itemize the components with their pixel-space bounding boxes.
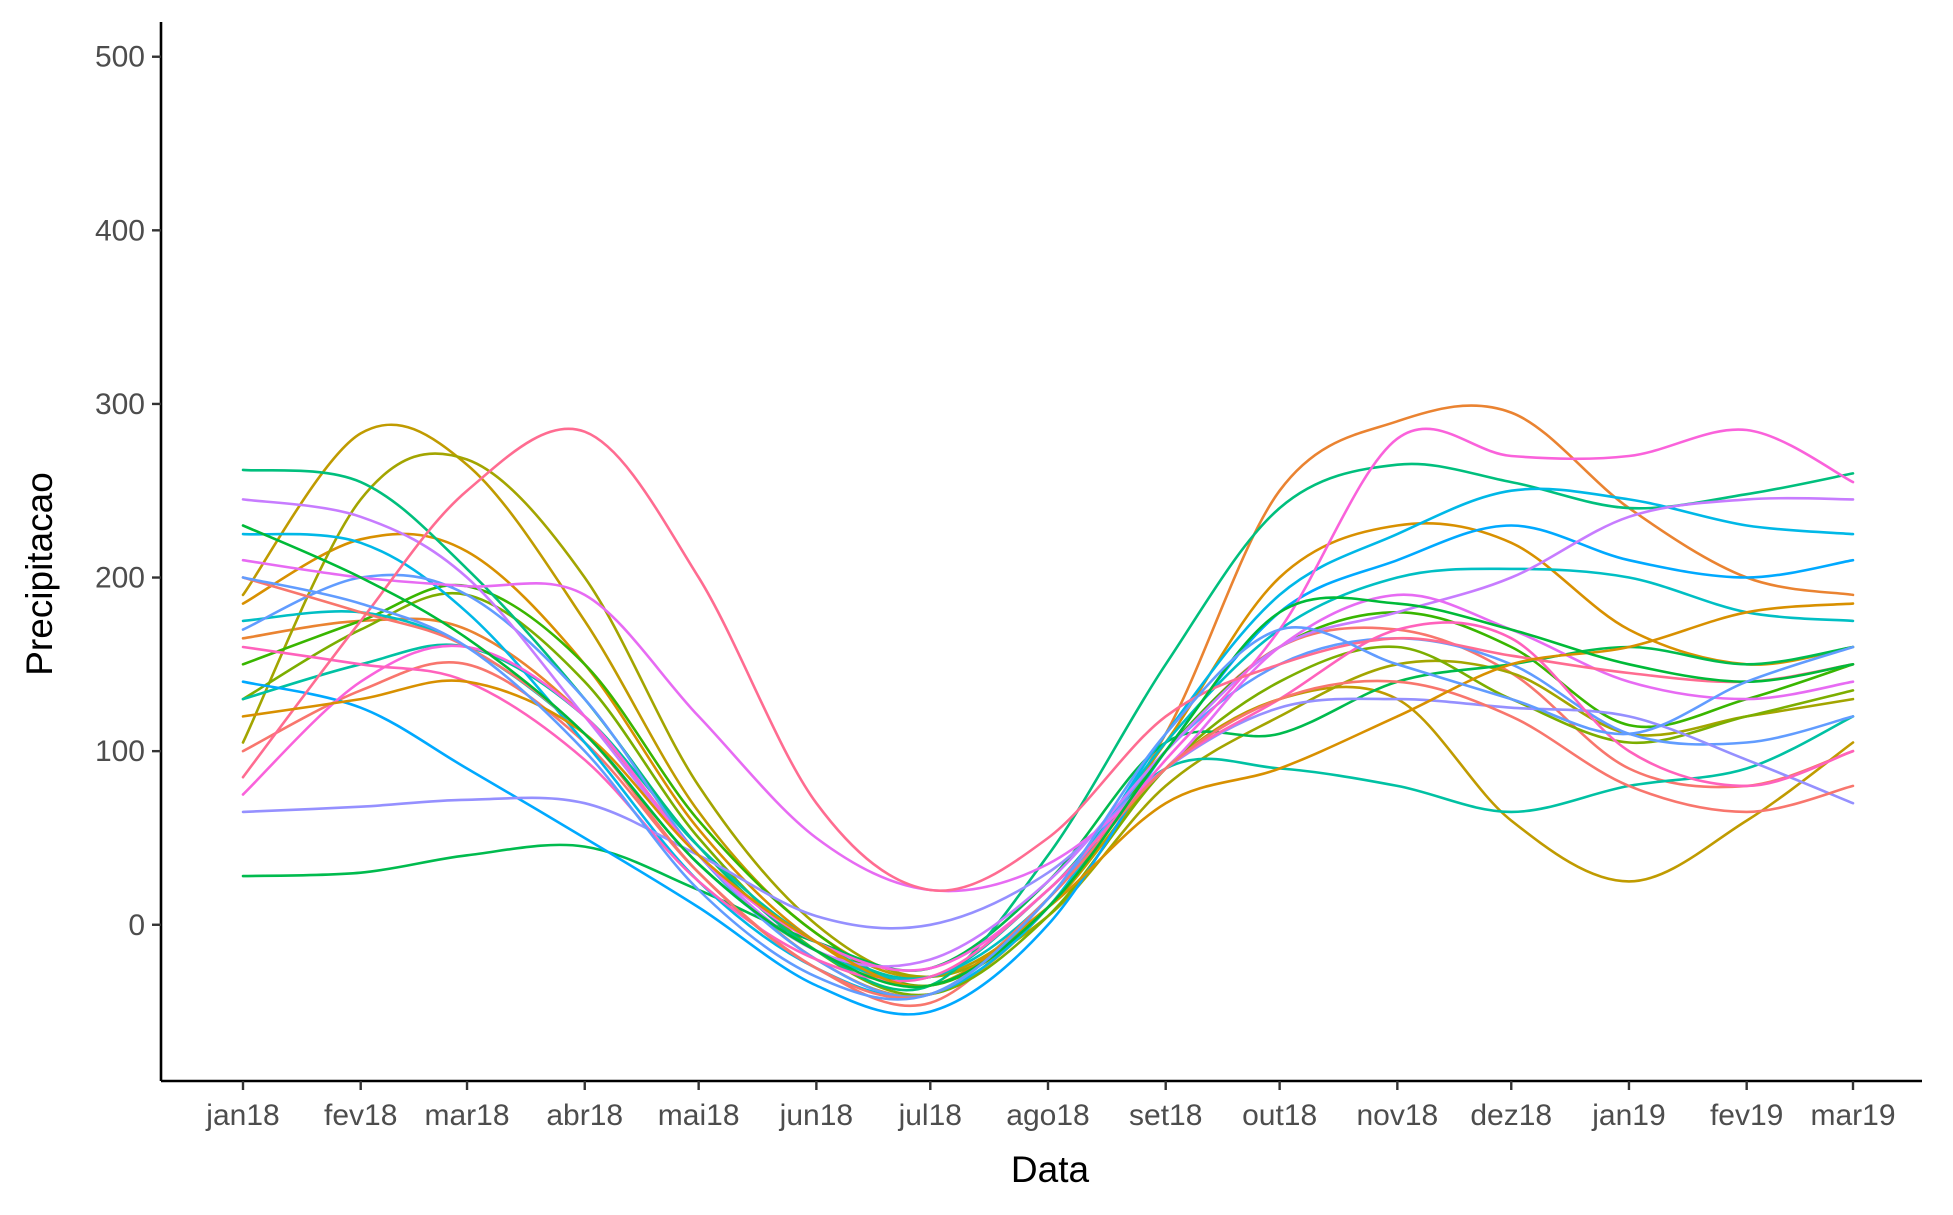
series-line-24: [241, 576, 1855, 1001]
x-tick-label: abr18: [546, 1099, 623, 1132]
y-tick-label: 0: [128, 909, 145, 942]
x-tick-label: ago18: [1006, 1099, 1089, 1132]
series-line-17: [241, 558, 1855, 893]
series-line-13: [241, 524, 1855, 1016]
x-tick-label: nov18: [1356, 1099, 1438, 1132]
series-line-23: [241, 524, 1855, 989]
series-line-16: [241, 496, 1855, 968]
x-tick-label: set18: [1129, 1099, 1202, 1132]
x-tick-label: mar19: [1810, 1099, 1895, 1132]
y-tick-label: 400: [95, 214, 145, 247]
series-line-10: [241, 643, 1855, 981]
x-tick-label: jun18: [779, 1099, 853, 1132]
x-tick-label: dez18: [1470, 1099, 1552, 1132]
x-tick-label: mai18: [658, 1099, 740, 1132]
x-tick-label: jan19: [1591, 1099, 1665, 1132]
x-tick-label: mar18: [425, 1099, 510, 1132]
x-tick-label: jul18: [898, 1099, 962, 1132]
y-tick-label: 100: [95, 735, 145, 768]
x-tick-label: out18: [1242, 1099, 1317, 1132]
y-tick-label: 300: [95, 388, 145, 421]
y-tick-label: 500: [95, 41, 145, 74]
series-line-8: [241, 645, 1855, 972]
series-line-12: [241, 487, 1855, 999]
series-line-21: [241, 576, 1855, 1000]
y-axis-title: Precipitacao: [19, 472, 60, 676]
x-axis-title: Data: [1011, 1149, 1090, 1190]
series-line-19: [241, 621, 1855, 983]
x-axis-ticks: jan18 fev18 mar18 abr18 mai18 jun18 jul18 ago18…: [205, 1081, 1896, 1132]
series-line-20: [241, 427, 1855, 893]
series-lines: [241, 404, 1855, 1016]
y-axis-ticks: 0 100 200 300 400 500: [95, 41, 161, 942]
series-line-15: [241, 697, 1855, 930]
y-tick-label: 200: [95, 562, 145, 595]
x-tick-label: jan18: [205, 1099, 279, 1132]
series-line-9: [241, 462, 1855, 992]
x-tick-label: fev18: [324, 1099, 397, 1132]
x-tick-label: fev19: [1710, 1099, 1783, 1132]
